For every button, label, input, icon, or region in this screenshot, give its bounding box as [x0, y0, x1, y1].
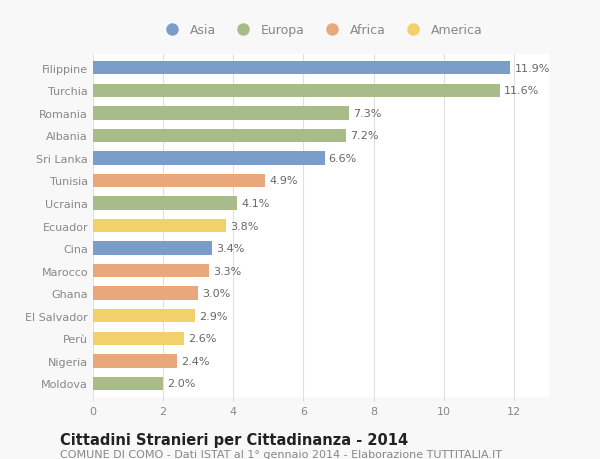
Text: 3.8%: 3.8%: [230, 221, 259, 231]
Text: 2.0%: 2.0%: [167, 379, 196, 388]
Bar: [93, 309, 195, 323]
Bar: [93, 129, 346, 143]
Text: Cittadini Stranieri per Cittadinanza - 2014: Cittadini Stranieri per Cittadinanza - 2…: [60, 432, 408, 448]
Text: COMUNE DI COMO - Dati ISTAT al 1° gennaio 2014 - Elaborazione TUTTITALIA.IT: COMUNE DI COMO - Dati ISTAT al 1° gennai…: [60, 449, 502, 459]
Bar: [93, 377, 163, 390]
Text: 11.6%: 11.6%: [504, 86, 539, 96]
Legend: Asia, Europa, Africa, America: Asia, Europa, Africa, America: [156, 20, 486, 41]
Text: 6.6%: 6.6%: [329, 154, 357, 163]
Text: 2.9%: 2.9%: [199, 311, 227, 321]
Bar: [93, 174, 265, 188]
Bar: [93, 197, 237, 210]
Bar: [93, 62, 511, 75]
Text: 3.3%: 3.3%: [213, 266, 241, 276]
Bar: [93, 354, 177, 368]
Text: 7.3%: 7.3%: [353, 109, 382, 118]
Text: 11.9%: 11.9%: [515, 64, 550, 73]
Text: 2.6%: 2.6%: [188, 334, 217, 343]
Text: 7.2%: 7.2%: [350, 131, 378, 141]
Text: 3.4%: 3.4%: [217, 244, 245, 253]
Text: 4.1%: 4.1%: [241, 199, 269, 208]
Bar: [93, 107, 349, 120]
Bar: [93, 84, 500, 98]
Bar: [93, 219, 226, 233]
Text: 3.0%: 3.0%: [202, 289, 230, 298]
Text: 2.4%: 2.4%: [181, 356, 210, 366]
Text: 4.9%: 4.9%: [269, 176, 298, 186]
Bar: [93, 287, 198, 300]
Bar: [93, 264, 209, 278]
Bar: [93, 152, 325, 165]
Bar: [93, 242, 212, 255]
Bar: [93, 332, 184, 345]
